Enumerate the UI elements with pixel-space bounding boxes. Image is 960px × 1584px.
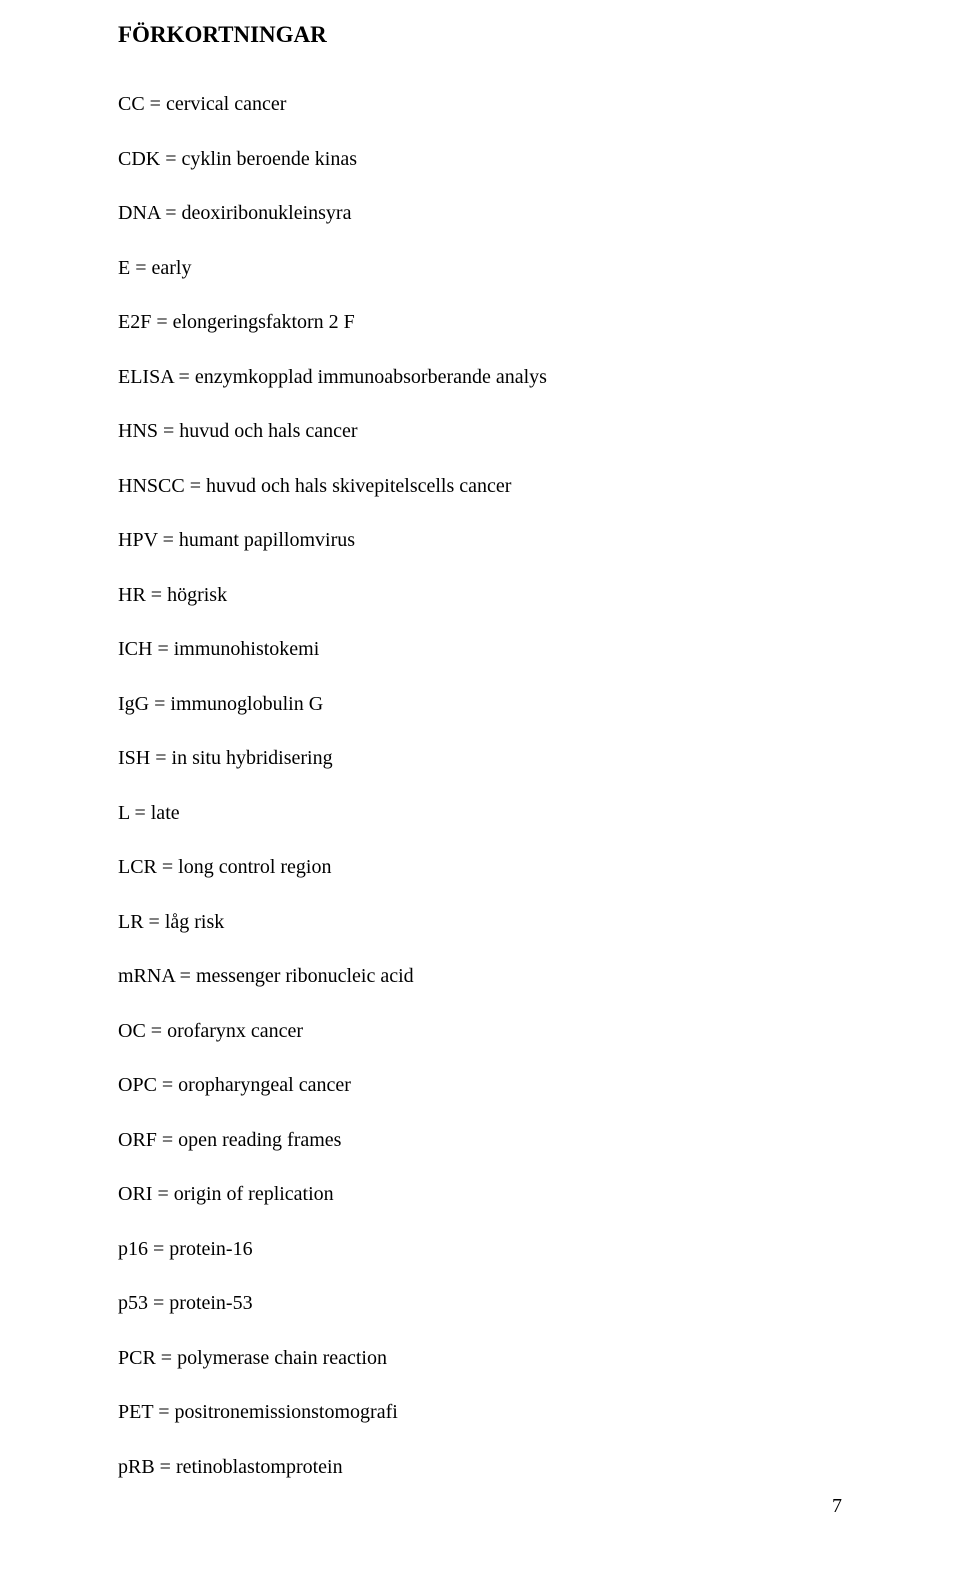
- abbreviation-entry: p53 = protein-53: [118, 1289, 842, 1318]
- abbreviation-entry: E2F = elongeringsfaktorn 2 F: [118, 308, 842, 337]
- abbreviation-entry: LCR = long control region: [118, 853, 842, 882]
- abbreviation-entry: DNA = deoxiribonukleinsyra: [118, 199, 842, 228]
- abbreviation-entry: ORF = open reading frames: [118, 1126, 842, 1155]
- abbreviation-entry: PET = positronemissionstomografi: [118, 1398, 842, 1427]
- page-title: FÖRKORTNINGAR: [118, 22, 842, 48]
- abbreviation-entry: ORI = origin of replication: [118, 1180, 842, 1209]
- abbreviation-entry: p16 = protein-16: [118, 1235, 842, 1264]
- abbreviation-entry: HR = högrisk: [118, 581, 842, 610]
- abbreviation-entry: CC = cervical cancer: [118, 90, 842, 119]
- abbreviation-entry: mRNA = messenger ribonucleic acid: [118, 962, 842, 991]
- page-number: 7: [832, 1495, 842, 1518]
- abbreviation-entry: ICH = immunohistokemi: [118, 635, 842, 664]
- abbreviation-entry: pRB = retinoblastomprotein: [118, 1453, 842, 1482]
- abbreviation-entry: HNS = huvud och hals cancer: [118, 417, 842, 446]
- abbreviation-entry: L = late: [118, 799, 842, 828]
- abbreviation-entry: ISH = in situ hybridisering: [118, 744, 842, 773]
- abbreviation-entry: HPV = humant papillomvirus: [118, 526, 842, 555]
- abbreviation-entry: PCR = polymerase chain reaction: [118, 1344, 842, 1373]
- abbreviation-entry: ELISA = enzymkopplad immunoabsorberande …: [118, 363, 842, 392]
- abbreviation-entry: LR = låg risk: [118, 908, 842, 937]
- abbreviation-entry: E = early: [118, 254, 842, 283]
- abbreviation-entry: HNSCC = huvud och hals skivepitelscells …: [118, 472, 842, 501]
- abbreviation-list: CC = cervical cancer CDK = cyklin beroend…: [118, 90, 842, 1482]
- abbreviation-entry: IgG = immunoglobulin G: [118, 690, 842, 719]
- abbreviation-entry: OC = orofarynx cancer: [118, 1017, 842, 1046]
- abbreviation-entry: CDK = cyklin beroende kinas: [118, 145, 842, 174]
- abbreviation-entry: OPC = oropharyngeal cancer: [118, 1071, 842, 1100]
